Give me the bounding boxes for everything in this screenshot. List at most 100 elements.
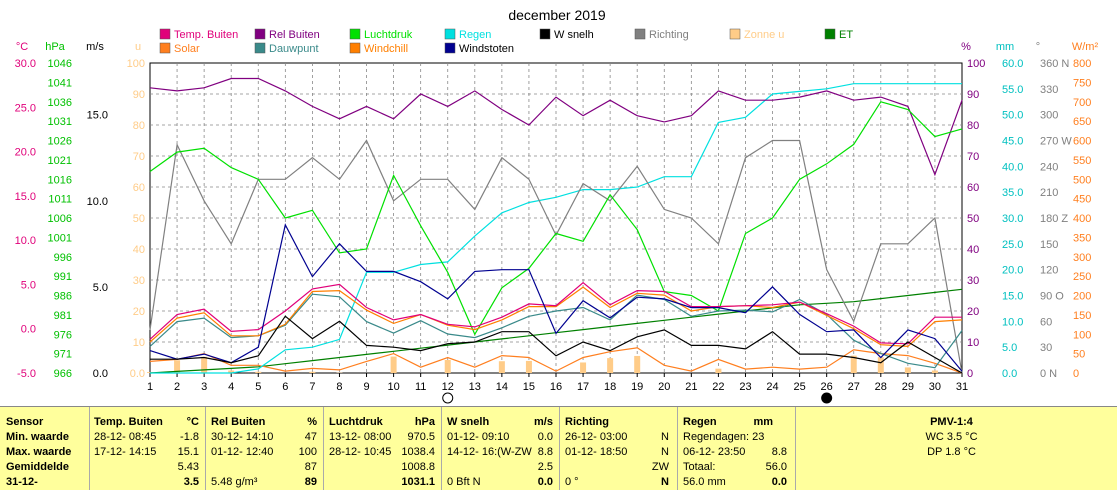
row-label-avg: Gemiddelde <box>6 461 69 474</box>
axis-tick-rain: 25.0 <box>1002 239 1023 251</box>
grid <box>150 63 962 373</box>
wind-avg: 2.5 <box>538 461 553 474</box>
sun-hours-bar <box>715 369 721 373</box>
axis-tick-wind: 10.0 <box>87 196 108 208</box>
pmv-dewpoint: DP 1.8 °C <box>796 446 1107 459</box>
axis-tick-solar: 350 <box>1073 232 1091 244</box>
sun-hours-bar <box>309 372 315 373</box>
axis-tick-rain: 60.0 <box>1002 58 1023 70</box>
axis-tick-rain: 50.0 <box>1002 110 1023 122</box>
axis-tick-solar: 750 <box>1073 77 1091 89</box>
axis-tick-solar: 700 <box>1073 97 1091 109</box>
axis-tick-pressure: 966 <box>54 368 72 380</box>
x-tick-label: 19 <box>631 381 643 393</box>
axis-tick-dir: 330 <box>1040 84 1058 96</box>
x-tick-label: 31 <box>956 381 968 393</box>
pmv-windchill: WC 3.5 °C <box>796 431 1107 444</box>
direction-avg: ZW <box>652 461 669 474</box>
direction-last: N <box>661 476 669 489</box>
axis-tick-dir: 210 <box>1040 187 1058 199</box>
axis-tick-rain: 30.0 <box>1002 213 1023 225</box>
x-tick-label: 26 <box>821 381 833 393</box>
stats-col-pmv: PMV-1:4 WC 3.5 °C DP 1.8 °C <box>796 407 1107 490</box>
axis-tick-rh: 30 <box>967 275 979 287</box>
axis-tick-sun: 70 <box>133 151 145 163</box>
wind-max-datetime: 14-12- 16:(W-ZW <box>447 446 532 459</box>
axis-unit-rh: % <box>961 41 971 53</box>
axis-tick-dir: 270 W <box>1040 136 1072 148</box>
axis-tick-dir: 300 <box>1040 110 1058 122</box>
legend-label: Windchill <box>364 43 408 55</box>
rh-min: 47 <box>305 431 317 444</box>
pressure-avg: 1008.8 <box>401 461 435 474</box>
new-moon-icon <box>822 393 832 403</box>
x-tick-label: 20 <box>658 381 670 393</box>
series-layer <box>147 79 962 374</box>
rain-max: 8.8 <box>772 446 787 459</box>
axis-unit-dir: ° <box>1036 41 1040 53</box>
axis-tick-dir: 60 <box>1040 316 1052 328</box>
temp-min-datetime: 28-12- 08:45 <box>94 431 156 444</box>
direction-header: Richting <box>565 416 609 429</box>
axis-tick-temp: 15.0 <box>15 191 36 203</box>
axis-tick-dir: 150 <box>1040 239 1058 251</box>
wind-min: 0.0 <box>538 431 553 444</box>
axis-tick-rh: 50 <box>967 213 979 225</box>
axis-tick-sun: 80 <box>133 120 145 132</box>
axis-tick-rh: 40 <box>967 244 979 256</box>
legend-swatch <box>160 29 170 39</box>
pressure-unit: hPa <box>415 416 435 429</box>
wind-max: 8.8 <box>538 446 553 459</box>
rh-absolute: 5.48 g/m³ <box>211 476 257 489</box>
axis-tick-dir: 90 O <box>1040 291 1064 303</box>
axis-tick-pressure: 981 <box>54 310 72 322</box>
axis-tick-temp: -5.0 <box>17 368 36 380</box>
sun-hours-bar <box>526 361 532 373</box>
axis-tick-rh: 100 <box>967 58 985 70</box>
rain-last: 56.0 mm <box>683 476 726 489</box>
axis-tick-dir: 120 <box>1040 265 1058 277</box>
axis-tick-solar: 100 <box>1073 329 1091 341</box>
sun-hours-bar <box>499 361 505 373</box>
x-tick-label: 9 <box>363 381 369 393</box>
legend-swatch <box>255 29 265 39</box>
axis-tick-rain: 15.0 <box>1002 291 1023 303</box>
temp-unit: °C <box>187 416 199 429</box>
direction-max: N <box>661 446 669 459</box>
legend-label: Solar <box>174 43 200 55</box>
direction-max-datetime: 01-12- 18:50 <box>565 446 627 459</box>
rh-max-datetime: 01-12- 12:40 <box>211 446 273 459</box>
x-tick-label: 2 <box>174 381 180 393</box>
x-tick-label: 8 <box>336 381 342 393</box>
axis-tick-rain: 35.0 <box>1002 187 1023 199</box>
row-label-max: Max. waarde <box>6 446 71 459</box>
direction-min-datetime: 26-12- 03:00 <box>565 431 627 444</box>
axis-tick-temp: 30.0 <box>15 58 36 70</box>
legend-label: Rel Buiten <box>269 29 320 41</box>
sun-hours-bar <box>445 360 451 373</box>
wind-unit: m/s <box>534 416 553 429</box>
axis-tick-solar: 200 <box>1073 291 1091 303</box>
axis-tick-rh: 10 <box>967 337 979 349</box>
legend-swatch <box>350 29 360 39</box>
temp-last: 3.5 <box>184 476 199 489</box>
stats-col-wind: W snelh m/s 01-12- 09:10 0.0 14-12- 16:(… <box>442 407 560 490</box>
x-tick-label: 12 <box>442 381 454 393</box>
axis-tick-rain: 55.0 <box>1002 84 1023 96</box>
legend-swatch <box>540 29 550 39</box>
stats-col-direction: Richting 26-12- 03:00 N 01-12- 18:50 N Z… <box>560 407 678 490</box>
row-label-last: 31-12- <box>6 476 38 489</box>
sun-hours-bar <box>905 367 911 373</box>
axis-tick-rh: 0 <box>967 368 973 380</box>
sun-hours-bar <box>932 371 938 373</box>
axis-tick-wind: 5.0 <box>93 282 108 294</box>
axis-tick-dir: 180 Z <box>1040 213 1068 225</box>
axis-tick-wind: 15.0 <box>87 110 108 122</box>
x-tick-label: 23 <box>739 381 751 393</box>
axis-tick-rh: 80 <box>967 120 979 132</box>
temp-header: Temp. Buiten <box>94 416 163 429</box>
legend-label: Regen <box>459 29 491 41</box>
axis-tick-pressure: 991 <box>54 271 72 283</box>
